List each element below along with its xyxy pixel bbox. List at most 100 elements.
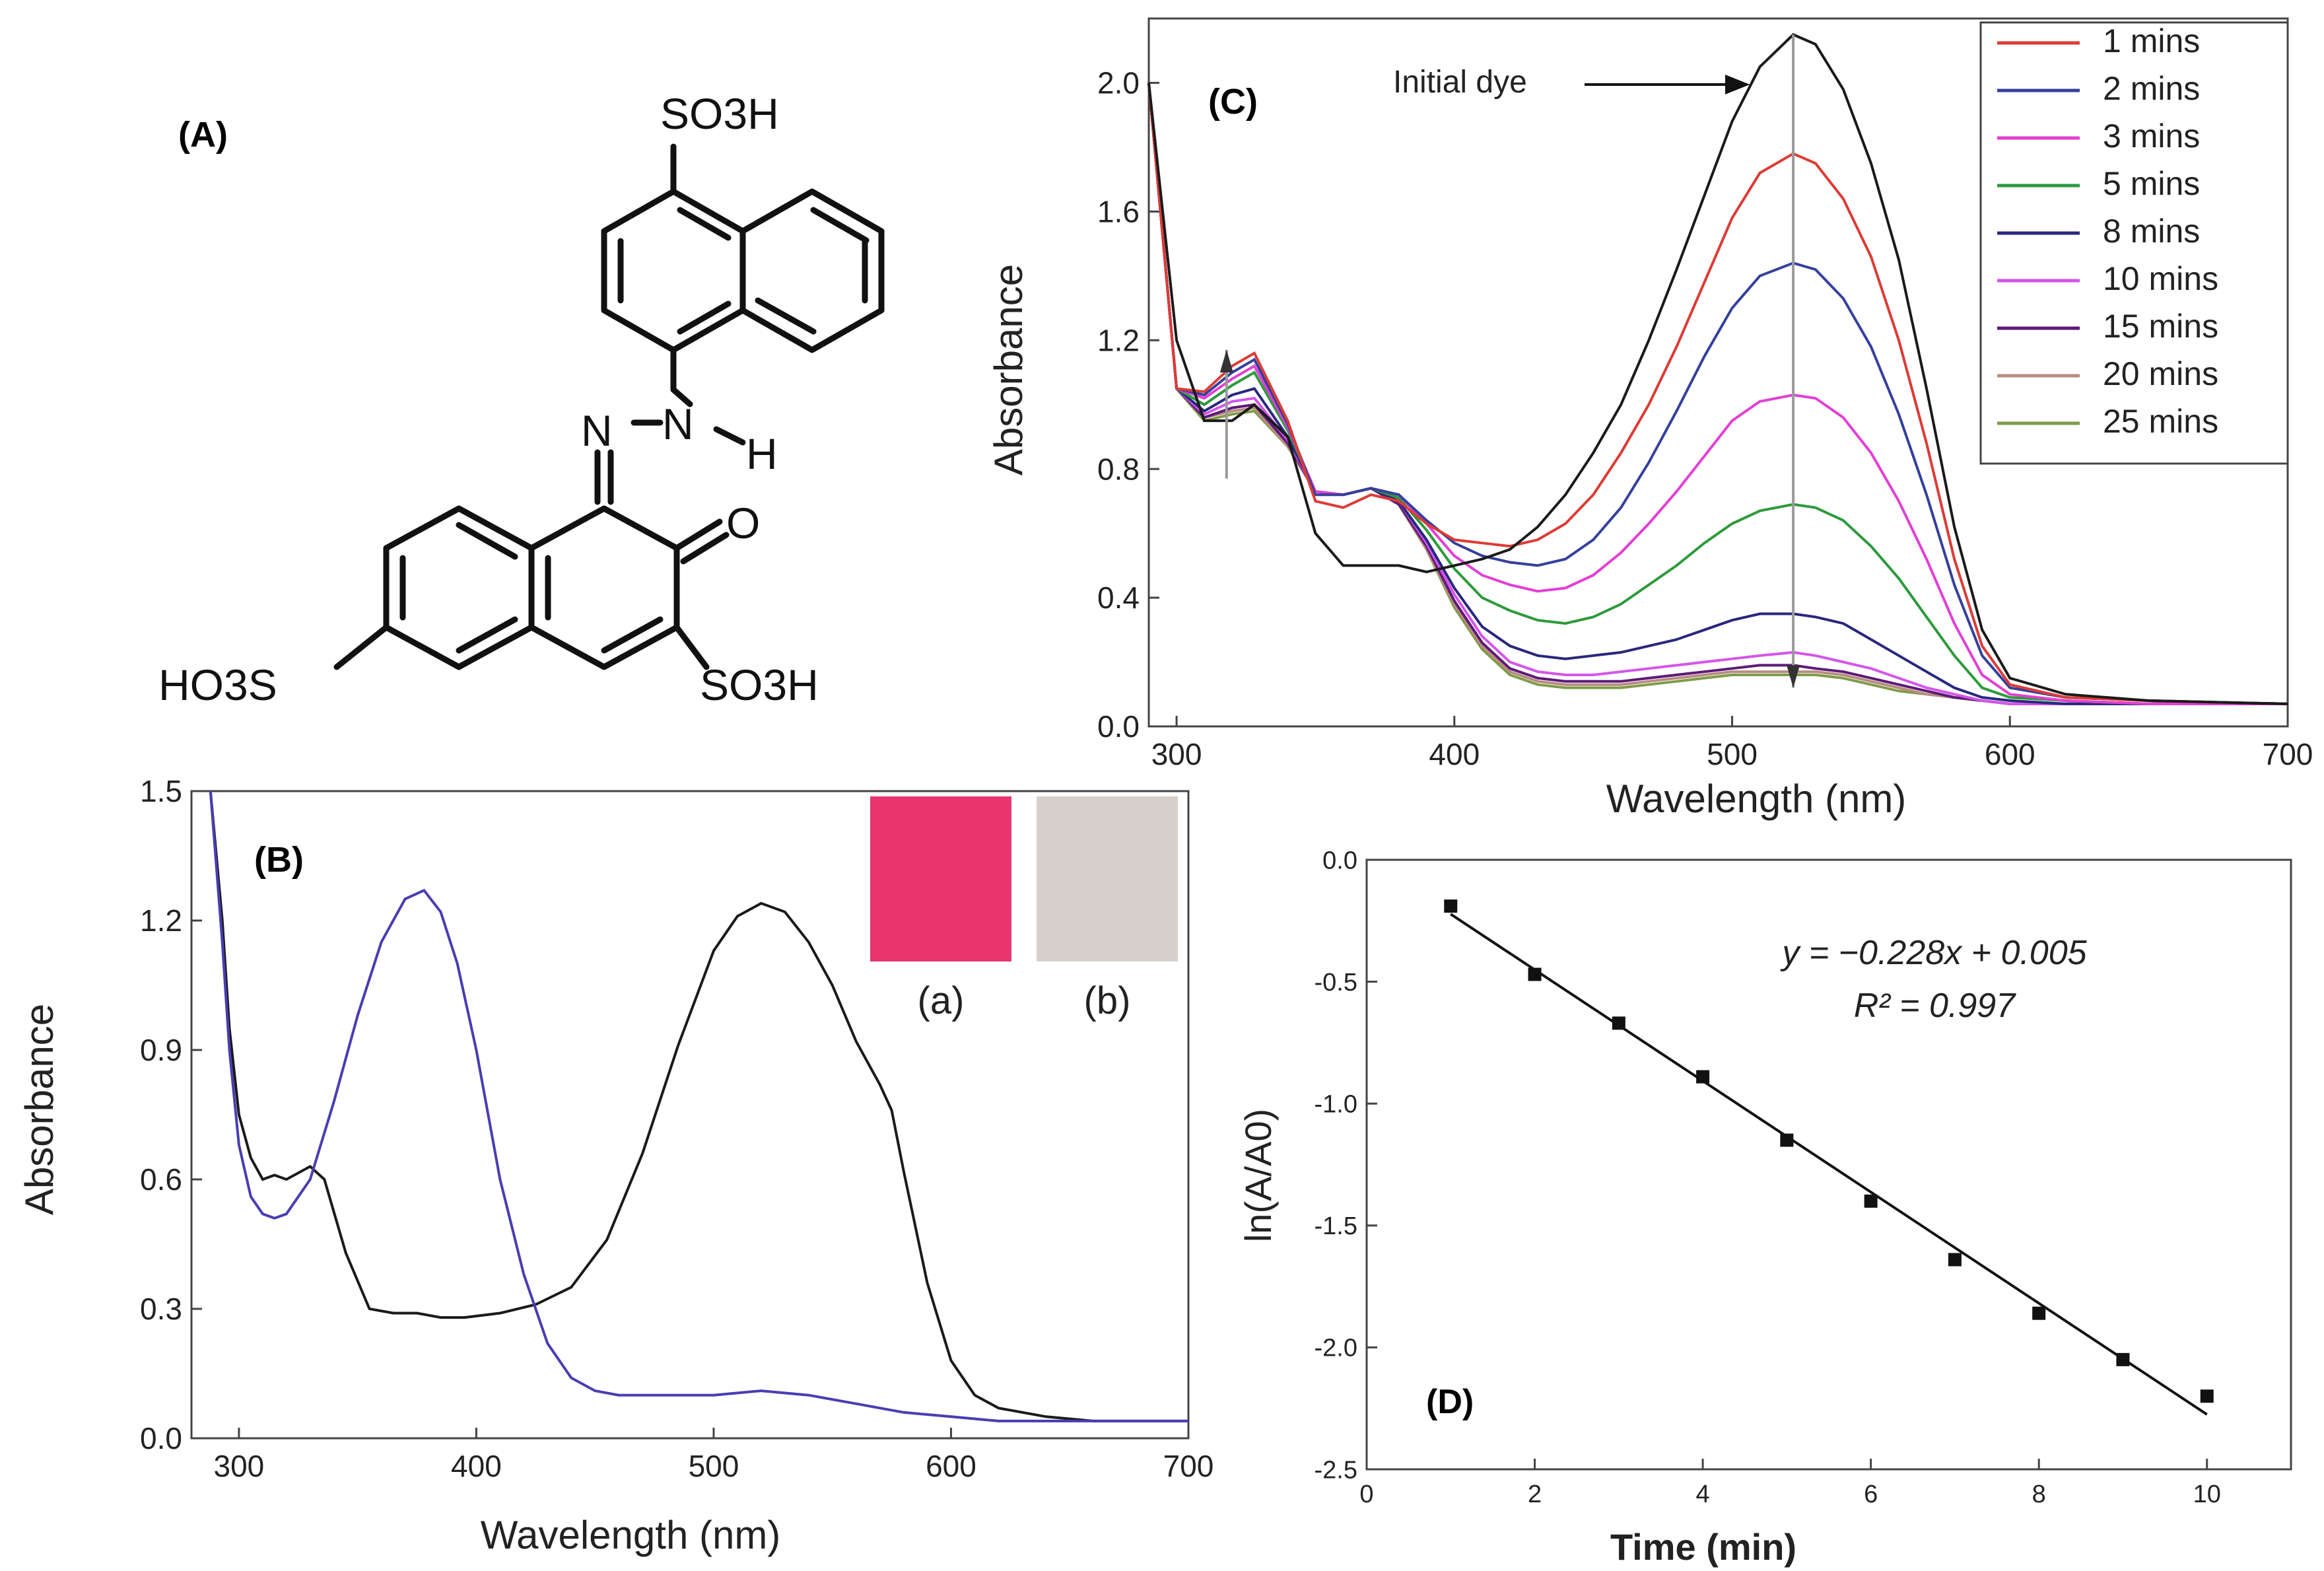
atom-n-amine: N xyxy=(662,400,694,448)
chart-d-equation: y = −0.228x + 0.005 xyxy=(1780,934,2087,972)
series-line-initial-dye xyxy=(209,790,1188,1422)
inset-label-a: (a) xyxy=(918,979,965,1022)
molecule-bonds xyxy=(333,143,885,670)
y-tick-label: 0.9 xyxy=(140,1033,182,1067)
y-tick-label: 2.0 xyxy=(1097,66,1140,100)
annotation-arrow xyxy=(1585,75,1750,94)
chart-d-series xyxy=(1444,899,2214,1416)
x-tick-label: 6 xyxy=(1864,1481,1878,1508)
chart-d: 0 2 4 6 8 10 0.0 -0.5 -1.0 -1.5 -2.0 -2.5 (D) Time … xyxy=(1237,847,2292,1568)
y-tick-label: -2.5 xyxy=(1315,1456,1357,1484)
chart-d-r2: R² = 0.997 xyxy=(1854,987,2016,1025)
data-point xyxy=(2032,1306,2046,1320)
x-tick-label: 500 xyxy=(689,1449,739,1483)
chart-d-axes: 0 2 4 6 8 10 0.0 -0.5 -1.0 -1.5 -2.0 -2.5 xyxy=(1315,847,2221,1508)
chart-c-annotation: Initial dye xyxy=(1393,65,1527,100)
inset-photo-b xyxy=(1037,796,1178,961)
data-point xyxy=(1864,1194,1878,1208)
chart-b-xlabel: Wavelength (nm) xyxy=(481,1513,781,1557)
shoulder-marker-arrow xyxy=(1219,349,1233,372)
chart-b-label: (B) xyxy=(254,840,304,880)
legend-label: 1 mins xyxy=(2103,22,2200,59)
legend-label: 3 mins xyxy=(2103,118,2200,155)
atom-n-imine: N xyxy=(581,406,613,455)
atom-o: O xyxy=(726,499,760,547)
chart-c-legend: 1 mins 2 mins 3 mins 5 mins 8 mins 10 mins 15 … xyxy=(1979,21,2289,465)
fit-line xyxy=(1450,913,2208,1416)
x-tick-label: 4 xyxy=(1696,1481,1710,1508)
x-tick-label: 10 xyxy=(2193,1481,2221,1508)
data-point xyxy=(1444,899,1458,913)
chart-c-axes: 300 400 500 600 700 0.0 0.4 0.8 1.2 1.6 2.0 xyxy=(1097,66,2313,771)
data-point xyxy=(1696,1070,1710,1084)
legend-label: 8 mins xyxy=(2103,213,2200,250)
x-tick-label: 300 xyxy=(214,1449,265,1483)
data-point xyxy=(1780,1133,1794,1147)
x-tick-label: 700 xyxy=(1163,1449,1214,1483)
y-tick-label: 1.2 xyxy=(140,903,182,938)
x-tick-label: 600 xyxy=(926,1449,976,1483)
atom-h: H xyxy=(746,429,778,478)
chart-d-ylabel: ln(A/A0) xyxy=(1237,1109,1279,1242)
x-tick-label: 400 xyxy=(1429,737,1480,771)
data-point xyxy=(1612,1016,1625,1030)
data-point xyxy=(2200,1389,2214,1403)
legend-label: 5 mins xyxy=(2103,165,2200,202)
legend-label: 2 mins xyxy=(2103,70,2200,107)
group-ho3s-left: HO3S xyxy=(158,660,277,709)
chart-c: 300 400 500 600 700 0.0 0.4 0.8 1.2 1.6 2.0 (C) Wa… xyxy=(986,17,2313,821)
data-point xyxy=(2116,1352,2130,1366)
data-point xyxy=(1948,1253,1962,1267)
x-tick-label: 500 xyxy=(1707,737,1758,771)
y-tick-label: -1.5 xyxy=(1315,1212,1357,1240)
inset-label-b: (b) xyxy=(1084,979,1131,1022)
y-tick-label: 0.0 xyxy=(1322,847,1357,874)
chart-b: 300 400 500 600 700 0.0 0.3 0.6 0.9 1.2 1.5 (B) Wa… xyxy=(17,774,1213,1557)
y-tick-label: 1.2 xyxy=(1097,323,1140,357)
legend-label: 25 mins xyxy=(2103,403,2218,440)
legend-label: 15 mins xyxy=(2103,308,2218,345)
series-line-1-mins xyxy=(1147,83,2288,705)
y-tick-label: 0.0 xyxy=(1097,709,1140,744)
y-tick-label: -0.5 xyxy=(1315,969,1357,996)
chart-c-label: (C) xyxy=(1208,82,1258,122)
chart-d-frame xyxy=(1365,858,2292,1471)
structure-panel: (A) xyxy=(158,89,885,709)
x-tick-label: 600 xyxy=(1985,737,2035,771)
y-tick-label: -2.0 xyxy=(1315,1335,1357,1362)
x-tick-label: 400 xyxy=(451,1449,502,1483)
group-so3h-right: SO3H xyxy=(700,660,819,709)
y-tick-label: 1.5 xyxy=(140,774,182,808)
y-tick-label: 0.4 xyxy=(1097,580,1140,615)
group-so3h-top: SO3H xyxy=(660,89,779,138)
y-tick-label: 0.8 xyxy=(1097,452,1140,486)
peak-marker-arrow xyxy=(1787,665,1800,688)
y-tick-label: 1.6 xyxy=(1097,194,1140,228)
y-tick-label: -1.0 xyxy=(1315,1091,1357,1119)
molecule-atoms: SO3H N H N O SO3H HO3S xyxy=(158,89,819,709)
chart-b-series xyxy=(209,790,1188,1422)
x-tick-label: 300 xyxy=(1151,737,1202,771)
chart-d-label: (D) xyxy=(1426,1383,1474,1421)
chart-d-xlabel: Time (min) xyxy=(1610,1526,1796,1568)
data-point xyxy=(1528,967,1542,981)
legend-label: 10 mins xyxy=(2103,260,2218,297)
legend-box xyxy=(1979,21,2289,465)
x-tick-label: 8 xyxy=(2032,1481,2046,1508)
x-tick-label: 0 xyxy=(1359,1481,1373,1508)
y-tick-label: 0.0 xyxy=(140,1421,182,1455)
x-tick-label: 2 xyxy=(1528,1481,1542,1508)
legend-label: 20 mins xyxy=(2103,355,2218,392)
panel-label-a: (A) xyxy=(178,115,228,155)
y-tick-label: 0.6 xyxy=(140,1162,182,1197)
x-tick-label: 700 xyxy=(2263,737,2313,771)
series-line-reduced xyxy=(209,790,1188,1422)
chart-b-axes: 300 400 500 600 700 0.0 0.3 0.6 0.9 1.2 1.5 xyxy=(140,774,1213,1483)
y-tick-label: 0.3 xyxy=(140,1292,182,1326)
series-line-Initial-dye xyxy=(1147,33,2288,705)
chart-b-ylabel: Absorbance xyxy=(17,1004,61,1215)
inset-photo-a xyxy=(870,796,1011,961)
chart-c-ylabel: Absorbance xyxy=(986,264,1031,475)
chart-c-xlabel: Wavelength (nm) xyxy=(1606,777,1907,821)
